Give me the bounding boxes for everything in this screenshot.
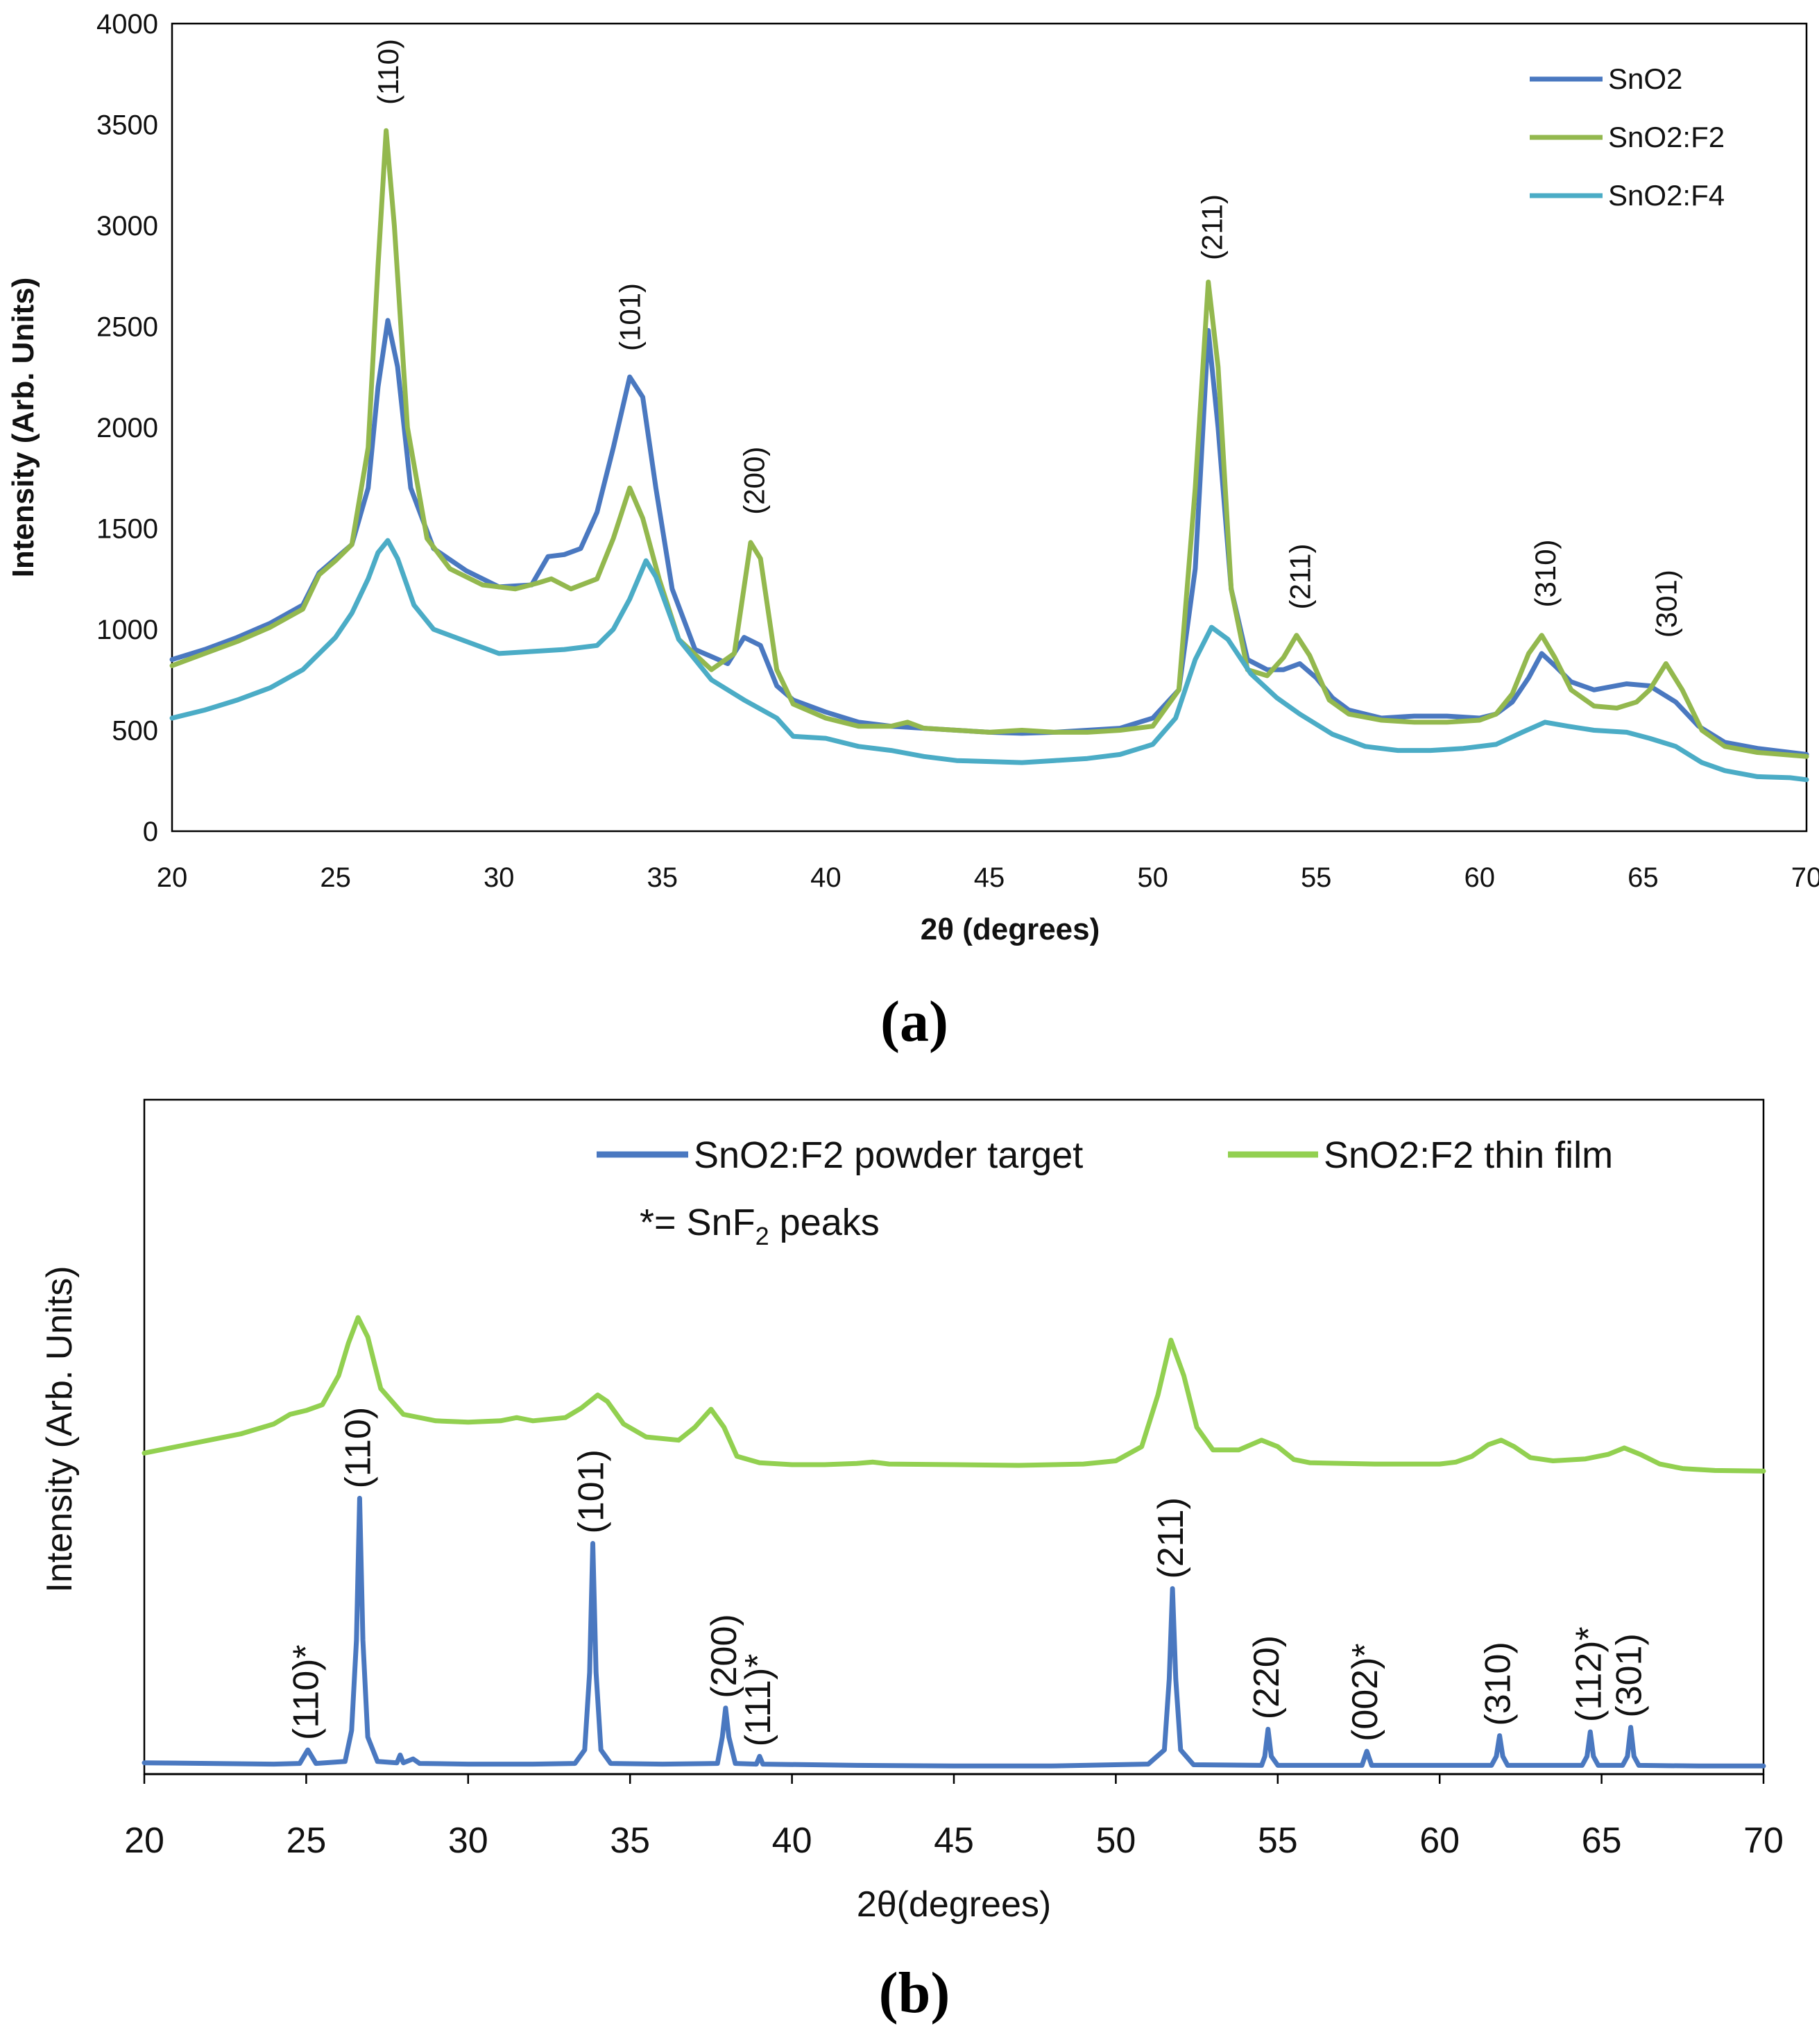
snf2-peaks-note: *= SnF2 peaks (640, 1202, 880, 1250)
series-line-sno2-f2-powder-target (142, 1495, 1766, 1769)
series-lines-b (142, 1315, 1766, 1769)
x-tick-label: 60 (1464, 862, 1496, 893)
peak-label: (301) (1650, 570, 1682, 638)
panel-label-a: (a) (880, 989, 948, 1054)
peak-label: (110) (372, 39, 404, 105)
series-line-sno2-f4 (169, 538, 1809, 783)
x-tick-label: 20 (157, 862, 188, 893)
peak-label: (101) (614, 283, 647, 351)
peak-label: (112)* (1569, 1626, 1609, 1722)
peak-label: (220) (1247, 1635, 1287, 1719)
legend-b: SnO2:F2 powder target SnO2:F2 thin film … (597, 1134, 1613, 1250)
peak-label: (200) (704, 1614, 744, 1698)
y-tick-label: 3000 (96, 211, 158, 241)
legend-a: SnO2 SnO2:F2 SnO2:F4 (1530, 62, 1725, 212)
legend-label-powder-target: SnO2:F2 powder target (694, 1134, 1083, 1176)
y-axis-label-a: Intensity (Arb. Units) (6, 278, 40, 578)
x-tick-label: 20 (124, 1821, 164, 1861)
peak-label: (101) (572, 1449, 612, 1533)
y-tick-label: 1500 (96, 514, 158, 545)
x-tick-label: 40 (772, 1821, 812, 1861)
x-tick-label: 25 (286, 1821, 326, 1861)
y-tick-label: 0 (143, 817, 158, 847)
series-line-sno2-f2-thin-film (142, 1315, 1766, 1474)
peak-label: (111)* (738, 1653, 778, 1746)
y-tick-label: 2500 (96, 312, 158, 343)
y-axis-label-b: Intensity (Arb. Units) (40, 1266, 80, 1592)
x-tick-label: 45 (974, 862, 1005, 893)
peak-label: (200) (738, 447, 771, 515)
x-tick-label: 50 (1095, 1821, 1136, 1861)
legend-label-sno2: SnO2 (1608, 62, 1682, 95)
x-tick-label: 65 (1628, 862, 1659, 893)
series-line-sno2-f2 (169, 128, 1809, 759)
x-tick-label: 35 (647, 862, 678, 893)
plot-area-a (171, 22, 1808, 833)
peak-annotations-a: (110) (101) (200) (211) (211) (310) (301) (372, 39, 1682, 638)
legend-label-sno2-f4: SnO2:F4 (1608, 179, 1725, 212)
peak-annotations-b: (110)* (110) (101) (200)(111)* (211) (220) (00… (287, 1407, 1650, 1747)
x-tick-label: 30 (484, 862, 515, 893)
x-tick-label: 60 (1419, 1821, 1460, 1861)
chart-panel-a: 0 500 1000 1500 2000 2500 3000 3500 4000 20 25 30 3… (6, 9, 1819, 1054)
series-line-sno2 (169, 318, 1809, 757)
y-tick-label: 3500 (96, 110, 158, 141)
x-tick-label: 50 (1137, 862, 1168, 893)
x-tick-label: 30 (448, 1821, 488, 1861)
panel-label-b: (b) (879, 1961, 950, 2025)
peak-label: (310) (1529, 539, 1562, 607)
peak-label: (110)* (287, 1644, 327, 1740)
peak-label: (110) (338, 1407, 378, 1489)
snf2-subscript: 2 (755, 1222, 769, 1250)
x-tick-label: 70 (1743, 1821, 1784, 1861)
y-tick-labels-a: 0 500 1000 1500 2000 2500 3000 3500 4000 (96, 9, 158, 847)
legend-label-sno2-f2: SnO2:F2 (1608, 121, 1725, 153)
x-tick-label: 55 (1258, 1821, 1298, 1861)
x-tick-label: 40 (810, 862, 842, 893)
x-axis-label-a: 2θ (degrees) (921, 912, 1100, 946)
x-tick-label: 35 (610, 1821, 650, 1861)
plot-area-b (143, 1098, 1765, 1775)
y-tick-label: 4000 (96, 9, 158, 40)
peak-label: (301) (1609, 1633, 1650, 1717)
peak-label: (002)* (1345, 1643, 1385, 1741)
x-tick-label: 55 (1301, 862, 1332, 893)
peak-label: (211) (1284, 544, 1317, 610)
x-tick-label: 70 (1791, 862, 1819, 893)
peak-label: (211) (1151, 1497, 1191, 1579)
x-tick-label: 65 (1582, 1821, 1622, 1861)
x-tick-label: 45 (934, 1821, 974, 1861)
y-tick-label: 2000 (96, 413, 158, 443)
x-tick-labels-b: 20 25 30 35 40 45 50 55 60 65 70 (124, 1774, 1784, 1861)
series-lines-a (169, 128, 1809, 783)
x-axis-label-b: 2θ(degrees) (857, 1884, 1051, 1925)
legend-label-thin-film: SnO2:F2 thin film (1324, 1134, 1613, 1176)
peak-label: (310) (1478, 1642, 1519, 1726)
x-tick-labels-a: 20 25 30 35 40 45 50 55 60 65 70 (157, 862, 1819, 893)
y-tick-label: 500 (112, 716, 158, 747)
x-tick-label: 25 (320, 862, 351, 893)
y-tick-label: 1000 (96, 615, 158, 645)
peak-label: (211) (1195, 194, 1228, 260)
chart-panel-b: 20 25 30 35 40 45 50 55 60 65 70 (110)*(110)(101)(… (40, 1098, 1784, 2025)
